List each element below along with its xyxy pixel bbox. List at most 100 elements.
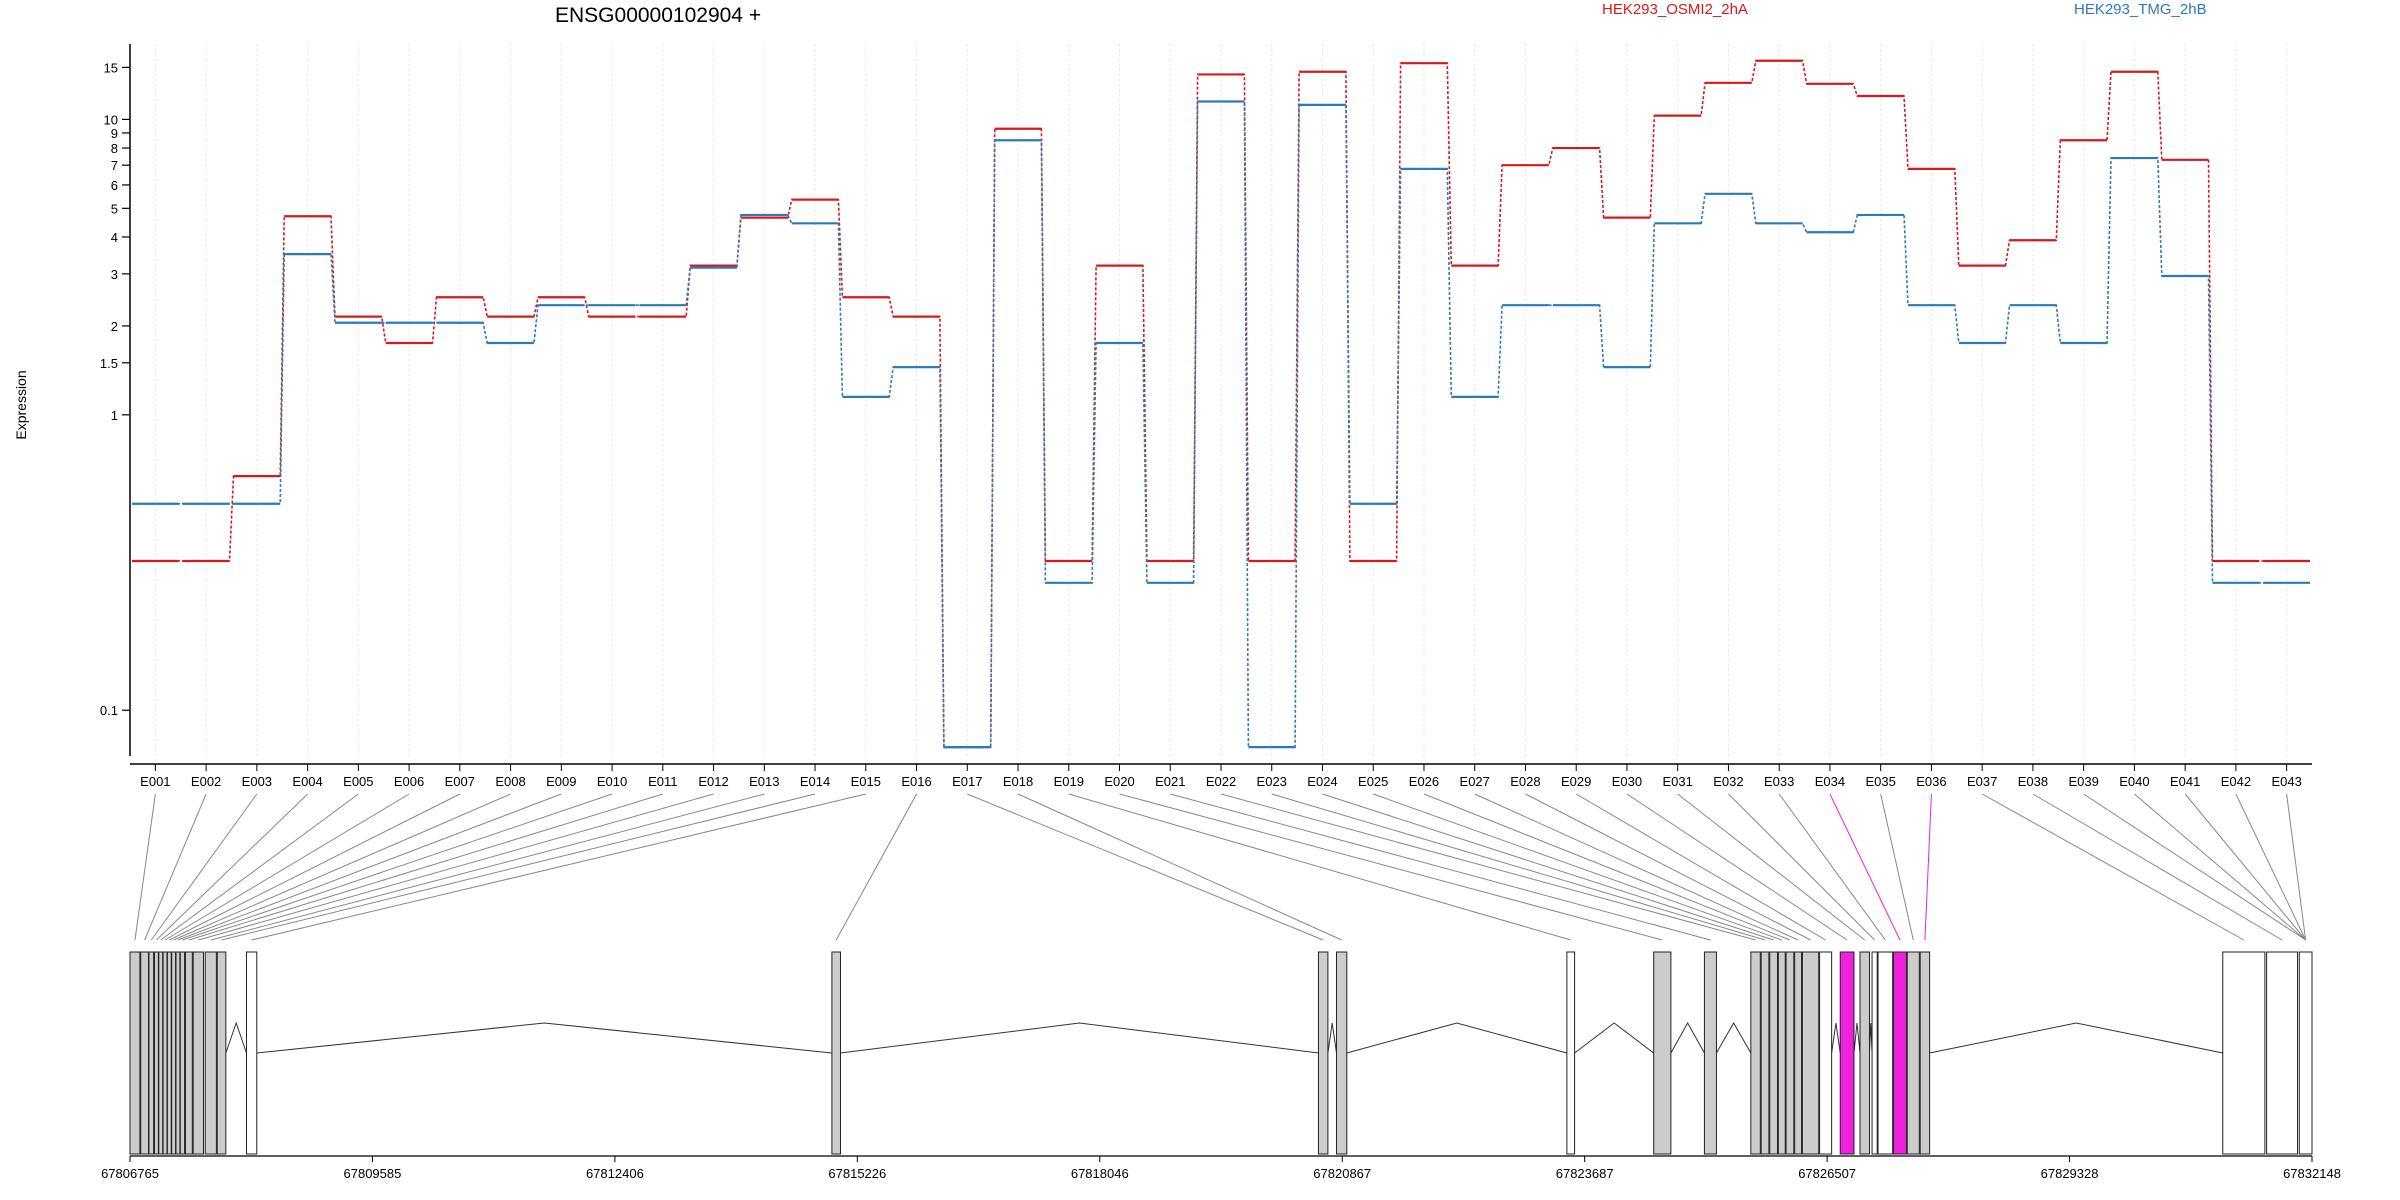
connector-line xyxy=(198,793,714,941)
exon-box xyxy=(1859,951,1870,1155)
coordinate-label: 67809585 xyxy=(344,1166,402,1181)
coordinate-label: 67818046 xyxy=(1071,1166,1129,1181)
exon-label: E006 xyxy=(394,774,424,789)
intron-line xyxy=(1346,1022,1568,1054)
exon-label: E034 xyxy=(1815,774,1845,789)
exon-box xyxy=(1893,951,1907,1155)
connector-line xyxy=(1017,793,1342,941)
intron-line xyxy=(840,1022,1319,1054)
connector-line xyxy=(2134,793,2306,941)
exon-label: E012 xyxy=(698,774,728,789)
connector-line xyxy=(1626,793,1848,941)
y-tick-label: 2 xyxy=(111,319,118,334)
connector-line xyxy=(1677,793,1866,941)
exon-label: E016 xyxy=(901,774,931,789)
connector-line xyxy=(1220,793,1756,941)
exon-box xyxy=(140,951,149,1155)
exon-connector-lines xyxy=(134,793,2307,941)
coordinate-label: 67806765 xyxy=(101,1166,159,1181)
connector-line xyxy=(173,793,511,941)
exon-box xyxy=(2266,951,2299,1155)
exon-label: E020 xyxy=(1104,774,1134,789)
intron-line xyxy=(1831,1022,1841,1054)
connector-line xyxy=(2286,793,2307,941)
connector-line xyxy=(2235,793,2307,941)
coordinate-label: 67826507 xyxy=(1798,1166,1856,1181)
exon-label: E029 xyxy=(1561,774,1591,789)
exon-label: E015 xyxy=(851,774,881,789)
coordinate-label: 67823687 xyxy=(1556,1166,1614,1181)
y-tick-label: 1 xyxy=(111,408,118,423)
coordinate-label: 67829328 xyxy=(2041,1166,2099,1181)
exon-label: E036 xyxy=(1916,774,1946,789)
chart-title: ENSG00000102904 + xyxy=(555,4,761,27)
connector-line xyxy=(182,793,613,941)
exon-box xyxy=(2298,951,2313,1155)
grid-lines xyxy=(154,44,2288,756)
exon-labels: E001 E002 E003 E004 E005 E006 E007 E008 E009 E010… xyxy=(140,764,2302,789)
exon-label: E028 xyxy=(1510,774,1540,789)
exon-box xyxy=(148,951,155,1155)
intron-line xyxy=(1716,1021,1752,1054)
connector-line xyxy=(2032,793,2283,941)
exon-label: E042 xyxy=(2221,774,2251,789)
connector-line xyxy=(251,793,866,941)
exon-box xyxy=(1871,951,1878,1155)
exon-label: E019 xyxy=(1054,774,1084,789)
intron-line xyxy=(1929,1022,2223,1054)
exon-box xyxy=(1877,951,1894,1155)
exon-label: E013 xyxy=(749,774,779,789)
connector-line xyxy=(164,793,410,941)
y-tick-label: 3 xyxy=(111,267,118,282)
connector-line xyxy=(835,793,917,941)
exon-box xyxy=(162,951,168,1155)
exon-label: E001 xyxy=(140,774,170,789)
exon-box xyxy=(1769,951,1778,1155)
exon-label: E018 xyxy=(1003,774,1033,789)
exon-box xyxy=(1335,951,1348,1155)
exon-label: E011 xyxy=(648,774,677,789)
exon-box xyxy=(1839,951,1855,1155)
exon-label: E032 xyxy=(1713,774,1743,789)
gene-model xyxy=(129,951,2313,1155)
exon-box xyxy=(158,951,164,1155)
connector-line xyxy=(150,793,258,941)
connector-line xyxy=(1322,793,1774,941)
connector-line xyxy=(1728,793,1875,941)
coordinate-label: 67820867 xyxy=(1313,1166,1371,1181)
intron-line xyxy=(256,1022,832,1054)
intron-line xyxy=(1853,1022,1861,1054)
exon-label: E009 xyxy=(546,774,576,789)
exon-box xyxy=(153,951,159,1155)
exon-label: E021 xyxy=(1155,774,1185,789)
exon-box xyxy=(175,951,181,1155)
connector-line xyxy=(1525,793,1811,941)
connector-line xyxy=(1373,793,1782,941)
intron-line xyxy=(225,1021,247,1054)
intron-line xyxy=(1327,1022,1337,1054)
connector-line xyxy=(156,793,308,941)
exon-label: E017 xyxy=(952,774,982,789)
exon-label: E040 xyxy=(2119,774,2149,789)
y-tick-label: 7 xyxy=(111,158,118,173)
y-tick-label: 8 xyxy=(111,141,118,156)
series-lines xyxy=(132,59,2310,749)
exon-box xyxy=(1317,951,1329,1155)
connector-line xyxy=(169,793,461,941)
exon-label: E027 xyxy=(1460,774,1490,789)
exon-label: E039 xyxy=(2068,774,2098,789)
connector-line xyxy=(177,793,562,941)
exon-box xyxy=(192,951,204,1155)
exon-label: E035 xyxy=(1865,774,1895,789)
exon-box xyxy=(184,951,193,1155)
exon-label: E033 xyxy=(1764,774,1794,789)
exon-box xyxy=(179,951,186,1155)
coordinate-label: 67812406 xyxy=(586,1166,644,1181)
exon-label: E004 xyxy=(292,774,322,789)
connector-line xyxy=(2083,793,2306,941)
exon-box xyxy=(1794,951,1803,1155)
exon-label: E041 xyxy=(2170,774,2200,789)
connector-line xyxy=(1924,793,1932,941)
legend-entry-tmg: HEK293_TMG_2hB xyxy=(2074,1,2207,18)
y-tick-label: 4 xyxy=(111,230,118,245)
